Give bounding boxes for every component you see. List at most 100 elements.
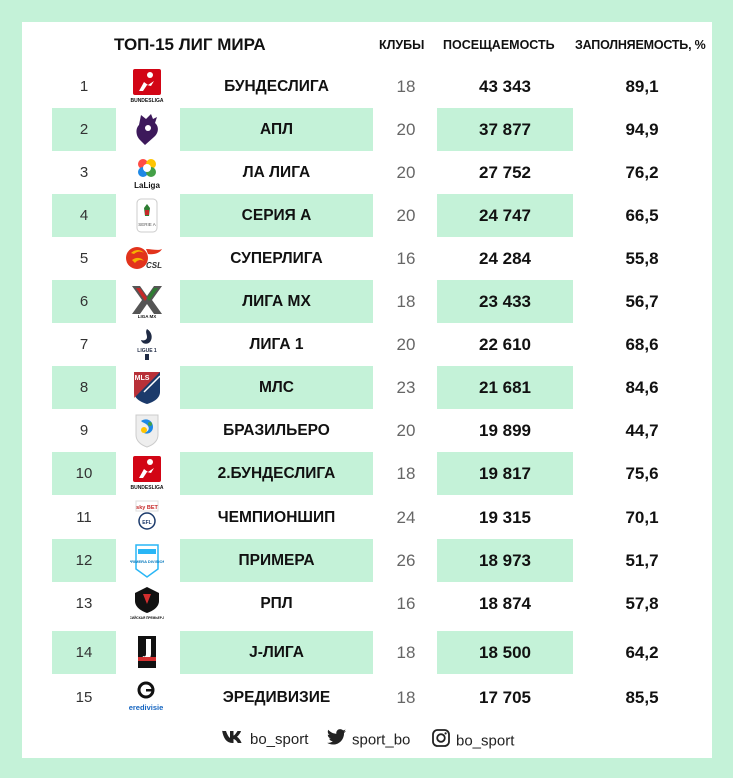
- table-row: 5 CSL СУПЕРЛИГА 16 24 284 55,8: [22, 237, 712, 280]
- clubs-cell: 24: [396, 508, 416, 527]
- row-stripe: [180, 539, 373, 582]
- fill-rate-cell: 70,1: [625, 508, 659, 527]
- attendance-cell: 21 681: [479, 378, 531, 397]
- rank-cell: 9: [79, 422, 89, 439]
- fill-rate-cell: 51,7: [625, 551, 659, 570]
- row-stripe: [52, 452, 116, 495]
- row-stripe: [180, 194, 373, 237]
- fill-rate-cell: 56,7: [625, 292, 659, 311]
- svg-text:eredivisie: eredivisie: [129, 703, 164, 712]
- svg-text:EFL: EFL: [142, 520, 151, 526]
- attendance-cell: 17 705: [479, 688, 531, 707]
- table-card: ТОП-15 ЛИГ МИРА КЛУБЫ ПОСЕЩАЕМОСТЬ ЗАПОЛ…: [22, 22, 712, 758]
- row-stripe: [437, 194, 573, 237]
- fill-rate-cell: 68,6: [625, 335, 659, 354]
- attendance-cell: 18 500: [479, 643, 531, 662]
- fill-rate-cell: 57,8: [625, 594, 659, 613]
- rank-cell: 7: [79, 336, 89, 353]
- svg-text:MLS: MLS: [135, 375, 150, 382]
- fill-rate-cell: 66,5: [625, 206, 659, 225]
- fill-rate-cell: 55,8: [625, 249, 659, 268]
- row-stripe: [52, 539, 116, 582]
- row-stripe: [437, 452, 573, 495]
- social-footer: bo_sport sport_bo bo_sport: [22, 729, 712, 751]
- premier-league-logo-icon: [130, 112, 164, 147]
- vk-handle[interactable]: bo_sport: [222, 729, 308, 751]
- brasileirao-logo-icon: [130, 413, 164, 448]
- row-stripe: [52, 280, 116, 323]
- row-stripe: [437, 539, 573, 582]
- league-name-cell: РПЛ: [260, 595, 293, 612]
- svg-text:LIGA MX: LIGA MX: [138, 314, 157, 319]
- fill-rate-cell: 75,6: [625, 464, 659, 483]
- rank-cell: 2: [79, 121, 89, 138]
- league-name-cell: ЭРЕДИВИЗИЕ: [222, 689, 331, 706]
- vk-icon: [222, 729, 244, 751]
- ligue-1-logo-icon: LIGUE 1: [130, 327, 164, 362]
- fill-rate-cell: 64,2: [625, 643, 659, 662]
- rank-cell: 11: [76, 509, 92, 526]
- league-name-cell: СУПЕРЛИГА: [230, 250, 323, 267]
- svg-text:BUNDESLIGA: BUNDESLIGA: [130, 485, 163, 491]
- table-row: 7 LIGUE 1 ЛИГА 1 20 22 610 68,6: [22, 323, 712, 366]
- column-header-fill: ЗАПОЛНЯЕМОСТЬ, %: [575, 38, 706, 52]
- rank-cell: 6: [79, 293, 89, 310]
- fill-rate-cell: 89,1: [625, 77, 659, 96]
- svg-text:CSL: CSL: [146, 261, 162, 270]
- clubs-cell: 18: [396, 464, 416, 483]
- rank-cell: 4: [79, 207, 89, 224]
- table-row: 2 АПЛ 20 37 877 94,9: [22, 108, 712, 151]
- clubs-cell: 26: [396, 551, 416, 570]
- attendance-cell: 22 610: [479, 335, 531, 354]
- instagram-handle[interactable]: bo_sport: [432, 729, 514, 751]
- clubs-cell: 23: [396, 378, 416, 397]
- clubs-cell: 20: [396, 120, 416, 139]
- clubs-cell: 18: [396, 77, 416, 96]
- clubs-cell: 20: [396, 206, 416, 225]
- attendance-cell: 37 877: [479, 120, 531, 139]
- attendance-cell: 18 973: [479, 551, 531, 570]
- attendance-cell: 27 752: [479, 163, 531, 182]
- table-row: 9 БРАЗИЛЬЕРО 20 19 899 44,7: [22, 409, 712, 452]
- fill-rate-cell: 85,5: [625, 688, 659, 707]
- twitter-icon: [327, 729, 346, 752]
- clubs-cell: 16: [396, 249, 416, 268]
- attendance-cell: 18 874: [479, 594, 531, 613]
- instagram-icon: [432, 729, 450, 754]
- laliga-logo-icon: LaLiga: [130, 155, 164, 190]
- liga-mx-logo-icon: LIGA MX: [130, 284, 164, 319]
- clubs-cell: 20: [396, 163, 416, 182]
- fill-rate-cell: 44,7: [625, 421, 659, 440]
- attendance-cell: 43 343: [479, 77, 531, 96]
- row-stripe: [52, 366, 116, 409]
- rank-cell: 14: [75, 644, 93, 661]
- league-name-cell: ПРИМЕРА: [238, 552, 315, 569]
- row-stripe: [437, 631, 573, 674]
- svg-text:LIGUE 1: LIGUE 1: [137, 348, 157, 354]
- row-stripe: [437, 280, 573, 323]
- row-stripe: [180, 452, 373, 495]
- table-row: 15 eredivisie ЭРЕДИВИЗИЕ 18 17 705 85,5: [22, 676, 712, 719]
- league-name-cell: ЛИГА МХ: [242, 293, 311, 310]
- league-name-cell: БУНДЕСЛИГА: [224, 78, 329, 95]
- svg-text:LaLiga: LaLiga: [134, 181, 160, 190]
- table-row: 1 BUNDESLIGA БУНДЕСЛИГА 18 43 343 89,1: [22, 65, 712, 108]
- row-stripe: [52, 108, 116, 151]
- clubs-cell: 18: [396, 688, 416, 707]
- rank-cell: 1: [79, 78, 89, 95]
- table-row: 12 PRIMERA DIVISION ПРИМЕРА 26 18 973 51…: [22, 539, 712, 582]
- clubs-cell: 18: [396, 643, 416, 662]
- table-row: 6 LIGA MX ЛИГА МХ 18 23 433 56,7: [22, 280, 712, 323]
- table-row: 11 sky BET EFL ЧЕМПИОНШИП 24 19 315 70,1: [22, 496, 712, 539]
- league-name-cell: МЛС: [259, 379, 294, 396]
- column-header-clubs: КЛУБЫ: [379, 38, 425, 52]
- table-row: 14 J-ЛИГА 18 18 500 64,2: [22, 631, 712, 674]
- twitter-handle[interactable]: sport_bo: [327, 729, 410, 751]
- primera-division-logo-icon: PRIMERA DIVISION: [130, 543, 164, 578]
- table-title: ТОП-15 ЛИГ МИРА: [114, 35, 266, 54]
- rpl-logo-icon: РОССИЙСКАЯ ПРЕМЬЕР-ЛИГА: [130, 586, 164, 621]
- league-name-cell: ЧЕМПИОНШИП: [217, 509, 336, 526]
- table-row: 8 MLS МЛС 23 21 681 84,6: [22, 366, 712, 409]
- rank-cell: 8: [79, 379, 89, 396]
- rank-cell: 3: [79, 164, 89, 181]
